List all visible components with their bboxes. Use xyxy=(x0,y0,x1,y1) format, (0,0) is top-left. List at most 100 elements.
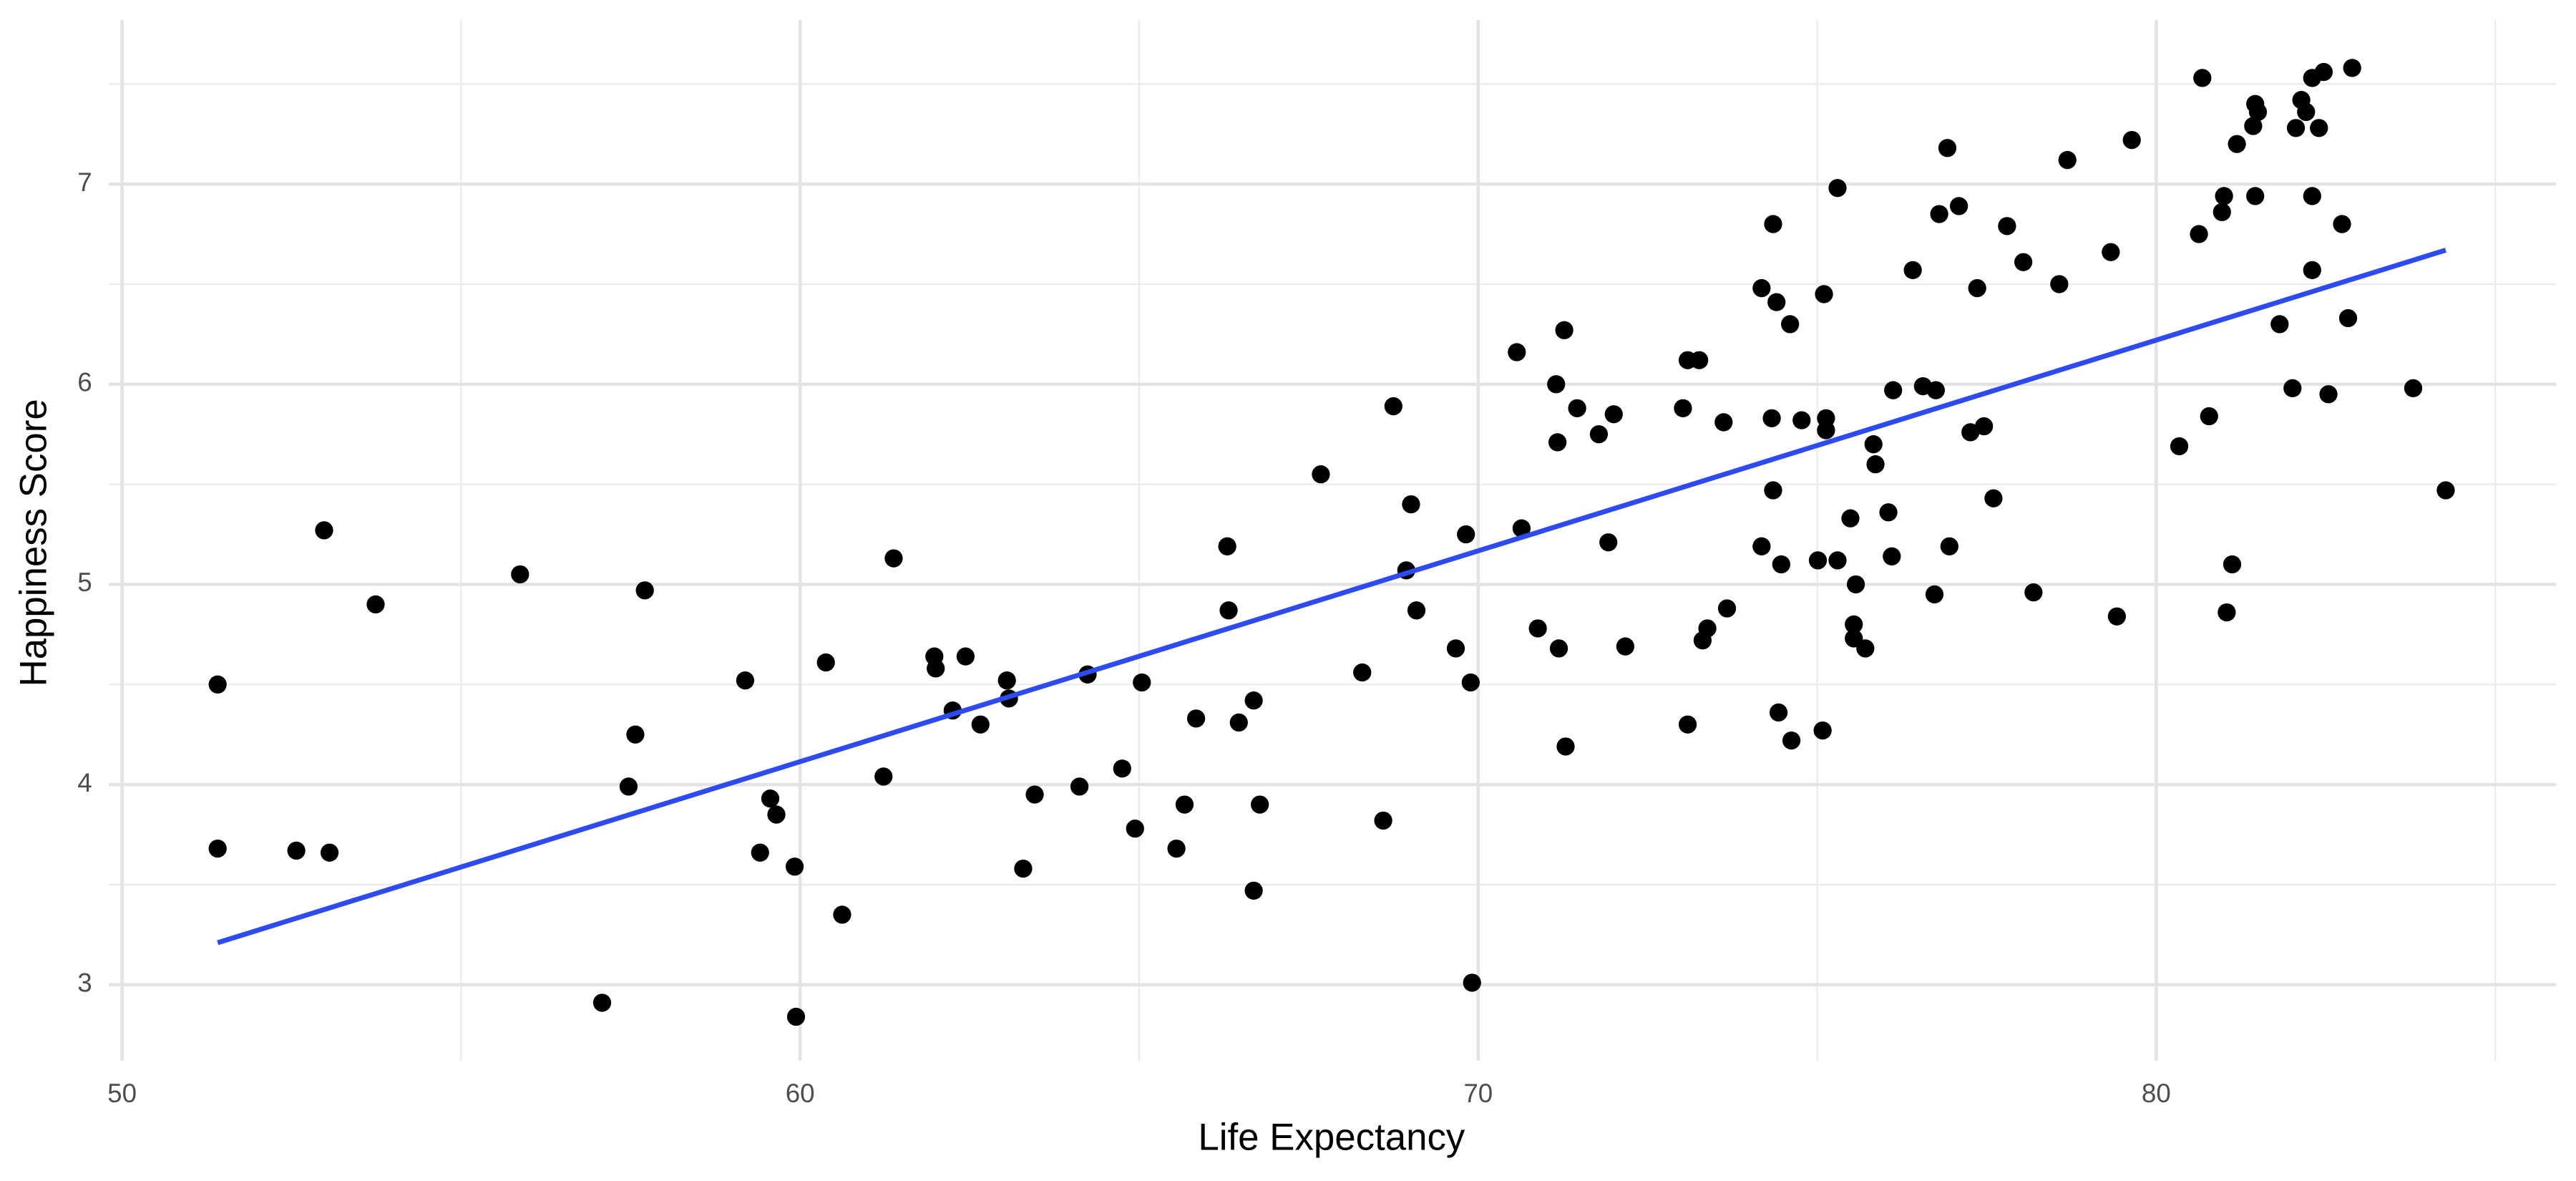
point xyxy=(1384,397,1402,416)
point xyxy=(366,595,385,614)
point xyxy=(927,659,945,678)
point xyxy=(1940,537,1958,555)
y-axis-title: Happiness Score xyxy=(12,399,54,686)
point xyxy=(1229,713,1248,732)
point xyxy=(1175,795,1194,814)
point xyxy=(1975,417,1994,436)
x-tick-label: 80 xyxy=(2142,1079,2171,1108)
point xyxy=(1556,737,1575,756)
point xyxy=(1374,811,1392,830)
y-tick-label: 4 xyxy=(77,768,92,797)
point xyxy=(761,789,780,808)
point xyxy=(1808,551,1828,570)
point xyxy=(1856,639,1875,658)
point xyxy=(2102,243,2120,261)
fit-line xyxy=(217,248,2447,946)
x-tick-label: 60 xyxy=(786,1079,815,1108)
point xyxy=(751,843,769,862)
point xyxy=(1528,619,1547,638)
point xyxy=(626,725,645,744)
point xyxy=(2303,187,2321,205)
point xyxy=(2014,253,2033,271)
point xyxy=(1690,351,1709,369)
point xyxy=(1674,399,1692,417)
point xyxy=(786,1007,806,1026)
point xyxy=(1782,731,1801,750)
point xyxy=(1938,139,1957,157)
point xyxy=(1133,673,1151,692)
point xyxy=(2314,62,2333,82)
x-tick-label: 50 xyxy=(107,1079,137,1108)
point xyxy=(1167,839,1186,858)
point xyxy=(1678,715,1697,734)
point xyxy=(1879,503,1898,522)
point xyxy=(736,671,755,690)
point xyxy=(2215,187,2233,205)
point xyxy=(1186,709,1206,728)
point xyxy=(208,839,227,858)
point xyxy=(1769,703,1788,722)
point xyxy=(785,857,804,876)
point xyxy=(1767,293,1786,311)
point xyxy=(2297,102,2316,122)
point xyxy=(1244,881,1263,900)
point xyxy=(816,653,835,672)
point xyxy=(1698,619,1717,638)
point xyxy=(2303,261,2321,280)
y-tick-label: 7 xyxy=(77,167,92,197)
point xyxy=(1752,278,1771,298)
point xyxy=(1547,375,1566,394)
point xyxy=(2228,135,2246,153)
point xyxy=(592,993,612,1012)
point xyxy=(1968,278,1986,298)
point xyxy=(1548,433,1567,452)
point xyxy=(997,671,1016,690)
point xyxy=(1930,205,1948,223)
point xyxy=(1764,481,1782,500)
point xyxy=(1846,575,1865,594)
point xyxy=(1884,381,1903,399)
point xyxy=(2283,379,2302,398)
point xyxy=(1312,465,1330,484)
point xyxy=(1864,435,1883,454)
point xyxy=(767,805,786,824)
point xyxy=(1772,555,1790,574)
point xyxy=(1828,551,1847,570)
point xyxy=(1555,321,1574,339)
point xyxy=(1402,495,1420,514)
point xyxy=(1219,601,1238,620)
point xyxy=(2218,603,2236,622)
point xyxy=(208,675,227,694)
point xyxy=(2248,102,2268,122)
point xyxy=(1407,601,1426,620)
point xyxy=(1925,585,1944,604)
point xyxy=(1604,405,1623,424)
point xyxy=(2333,215,2351,233)
point xyxy=(1949,197,1968,215)
point xyxy=(1113,759,1131,778)
point xyxy=(2190,225,2208,243)
point xyxy=(1792,411,1811,429)
point xyxy=(2058,150,2077,170)
point xyxy=(2193,69,2212,87)
point xyxy=(1014,859,1033,878)
point xyxy=(1025,785,1044,804)
point xyxy=(2286,119,2306,137)
point xyxy=(1599,533,1618,552)
point xyxy=(1998,217,2016,235)
y-tick-label: 5 xyxy=(77,568,92,597)
point xyxy=(2107,607,2127,626)
point xyxy=(1126,820,1144,838)
point xyxy=(2338,308,2358,328)
point xyxy=(2319,385,2338,404)
point xyxy=(1817,421,1835,439)
point xyxy=(1070,777,1089,796)
point xyxy=(1815,285,1833,303)
point xyxy=(1714,413,1733,432)
point xyxy=(1457,525,1475,544)
point xyxy=(1251,795,1269,814)
point xyxy=(1828,179,1847,198)
point xyxy=(2050,275,2069,293)
